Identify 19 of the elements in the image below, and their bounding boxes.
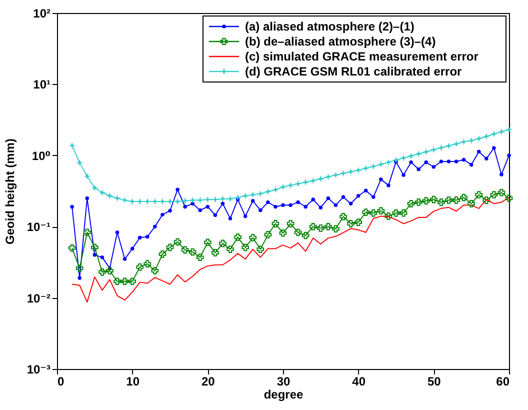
- x-tick-label: 50: [427, 374, 442, 388]
- legend-label: (b) de–aliased atmosphere (3)–(4): [245, 34, 436, 48]
- x-tick-label: 30: [276, 374, 290, 388]
- legend-label: (c) simulated GRACE measurement error: [245, 50, 479, 64]
- y-tick-label: 10²: [33, 6, 51, 20]
- x-tick-label: 10: [126, 374, 140, 388]
- x-tick-label: 0: [58, 374, 64, 388]
- y-axis-title: Geoid height (mm): [2, 138, 17, 244]
- y-tick-label: 10⁰: [32, 148, 50, 163]
- x-tick-label: 60: [496, 374, 510, 388]
- x-tick-label: 40: [352, 374, 366, 388]
- x-axis-title: degree: [264, 388, 304, 402]
- y-tick-label: 10⁻²: [26, 291, 50, 306]
- legend-label: (a) aliased atmosphere (2)–(1): [245, 20, 414, 34]
- y-tick-label: 10¹: [33, 78, 51, 92]
- y-tick-label: 10⁻³: [26, 362, 50, 376]
- y-tick-label: 10⁻¹: [26, 220, 50, 234]
- legend-label: (d) GRACE GSM RL01 calibrated error: [245, 64, 462, 78]
- x-tick-label: 20: [201, 374, 216, 388]
